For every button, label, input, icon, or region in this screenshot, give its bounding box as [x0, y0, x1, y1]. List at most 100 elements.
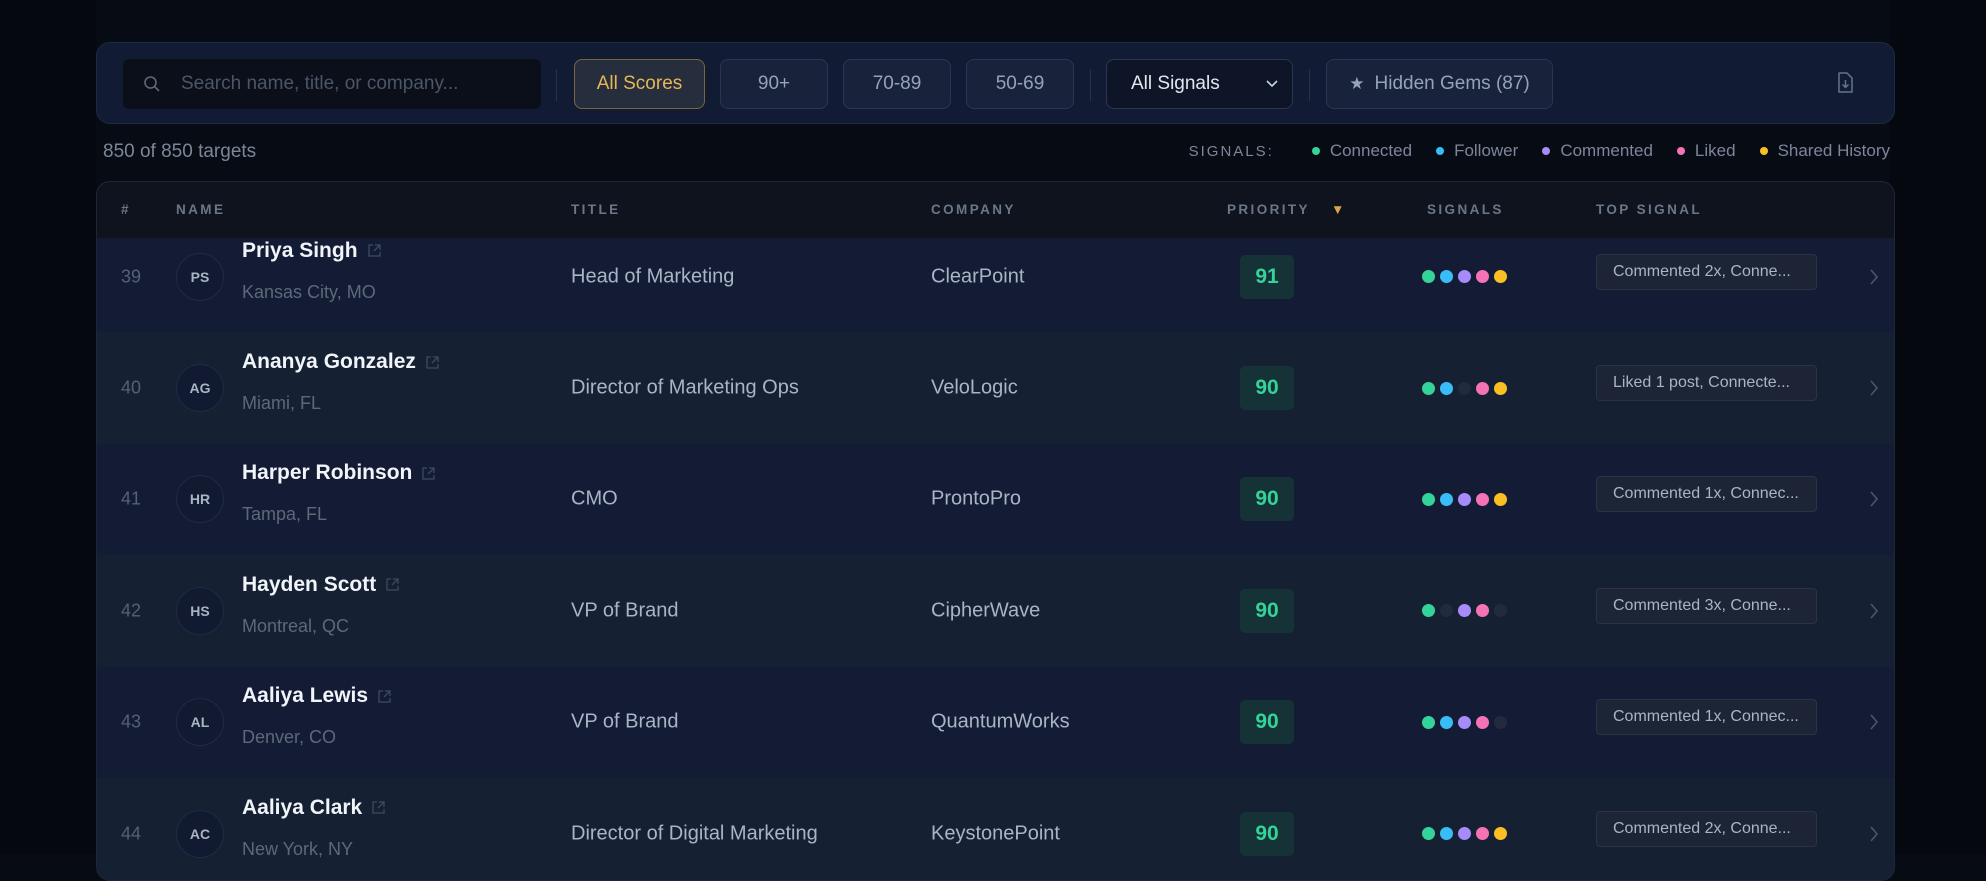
contact-name[interactable]: Aaliya Clark [242, 796, 385, 820]
external-link-icon[interactable] [426, 355, 439, 369]
top-signal-chip: Commented 2x, Conne... [1596, 810, 1817, 847]
priority-badge: 90 [1240, 588, 1294, 633]
contact-name[interactable]: Hayden Scott [242, 573, 399, 597]
signal-dot-icon [1458, 715, 1471, 729]
signal-dot-icon [1494, 492, 1507, 506]
contact-name-text: Aaliya Clark [242, 795, 363, 819]
avatar: HS [176, 586, 224, 635]
row-number: 44 [121, 823, 142, 844]
signals-select[interactable]: All Signals [1106, 59, 1293, 109]
external-link-icon[interactable] [372, 801, 385, 814]
signal-dot-icon [1476, 381, 1489, 395]
signal-dots [1422, 381, 1512, 395]
signal-dot-icon [1458, 381, 1471, 395]
targets-table: 39 PS Priya Singh Kansas City, MO Head o… [96, 181, 1895, 881]
search-box[interactable] [123, 59, 541, 109]
legend-item: Commented [1542, 141, 1653, 161]
filter-70-89-button[interactable]: 70-89 [843, 59, 951, 109]
signals-select-value: All Signals [1131, 73, 1220, 94]
contact-name[interactable]: Harper Robinson [242, 461, 436, 485]
priority-badge: 90 [1240, 700, 1294, 745]
signal-dot-icon [1476, 270, 1489, 284]
chevron-right-icon[interactable] [1869, 601, 1879, 621]
signal-dot-icon [1458, 827, 1471, 841]
contact-company: KeystonePoint [931, 822, 1060, 845]
external-link-icon[interactable] [422, 467, 436, 480]
header-top-signal: TOP SIGNAL [1596, 202, 1703, 217]
contact-company: ClearPoint [931, 265, 1025, 288]
signal-dot-icon [1494, 270, 1507, 284]
filter-all-scores-button[interactable]: All Scores [574, 59, 705, 109]
filter-50-69-button[interactable]: 50-69 [966, 59, 1074, 109]
legend-item: Follower [1436, 141, 1518, 161]
table-row[interactable]: 39 PS Priya Singh Kansas City, MO Head o… [97, 221, 1894, 333]
signal-dot-icon [1458, 270, 1471, 284]
avatar: PS [176, 252, 224, 301]
avatar: AC [176, 809, 224, 858]
legend-item-label: Liked [1694, 141, 1736, 160]
signal-dot-icon [1422, 492, 1435, 506]
avatar: AL [176, 698, 224, 747]
contact-company: ProntoPro [931, 487, 1022, 510]
header-name[interactable]: NAME [176, 202, 226, 217]
external-link-icon[interactable] [367, 244, 381, 257]
legend-item-label: Connected [1329, 141, 1413, 160]
table-row[interactable]: 43 AL Aaliya Lewis Denver, CO VP of Bran… [97, 666, 1894, 778]
star-icon: ★ [1349, 74, 1365, 93]
chevron-right-icon[interactable] [1869, 378, 1879, 398]
signal-dots [1422, 270, 1512, 284]
chevron-right-icon[interactable] [1869, 267, 1879, 287]
signal-dot-icon [1422, 715, 1435, 729]
sort-desc-icon[interactable]: ▼ [1331, 202, 1345, 217]
contact-name[interactable]: Priya Singh [242, 239, 381, 263]
header-company[interactable]: COMPANY [931, 202, 1016, 217]
table-row[interactable]: 41 HR Harper Robinson Tampa, FL CMO Pron… [97, 443, 1894, 556]
signal-dots [1422, 827, 1512, 841]
signal-dot-icon [1494, 827, 1507, 841]
row-number: 43 [121, 711, 142, 732]
table-row[interactable]: 44 AC Aaliya Clark New York, NY Director… [97, 778, 1894, 880]
legend-item: Connected [1311, 141, 1413, 161]
filter-90-plus-button[interactable]: 90+ [720, 59, 828, 109]
search-input[interactable] [181, 73, 521, 95]
filter-toolbar: All Scores 90+ 70-89 50-69 All Signals ★… [96, 42, 1895, 124]
signal-dots [1422, 492, 1512, 506]
contact-company: VeloLogic [931, 376, 1018, 399]
table-header: # NAME TITLE COMPANY PRIORITY ▼ SIGNALS … [97, 182, 1894, 238]
table-row[interactable]: 40 AG Ananya Gonzalez Miami, FL Director… [97, 332, 1894, 444]
external-link-icon[interactable] [386, 578, 399, 592]
header-title[interactable]: TITLE [571, 202, 621, 217]
contact-location: Tampa, FL [242, 504, 328, 525]
results-count: 850 of 850 targets [103, 141, 257, 162]
legend-dot-icon [1759, 147, 1768, 155]
chevron-right-icon[interactable] [1869, 489, 1879, 509]
contact-location: Kansas City, MO [242, 281, 376, 302]
contact-company: CipherWave [931, 599, 1041, 622]
chevron-right-icon[interactable] [1869, 824, 1879, 844]
avatar: AG [176, 364, 224, 413]
contact-name[interactable]: Ananya Gonzalez [242, 350, 439, 374]
signal-dot-icon [1440, 270, 1453, 284]
contact-name-text: Aaliya Lewis [242, 684, 369, 708]
chevron-down-icon [1266, 80, 1278, 88]
contact-name-text: Harper Robinson [242, 461, 413, 485]
priority-badge: 90 [1240, 477, 1294, 522]
signal-dot-icon [1440, 492, 1453, 506]
contact-name-text: Ananya Gonzalez [242, 350, 416, 374]
export-file-icon[interactable] [1837, 72, 1853, 94]
signal-dot-icon [1440, 715, 1453, 729]
legend-dot-icon [1542, 147, 1551, 155]
external-link-icon[interactable] [378, 690, 391, 703]
row-number: 42 [121, 600, 142, 621]
page-margin-right [1890, 0, 1986, 854]
priority-badge: 91 [1240, 254, 1294, 299]
chevron-right-icon[interactable] [1869, 712, 1879, 732]
hidden-gems-button[interactable]: ★ Hidden Gems (87) [1326, 59, 1553, 109]
contact-name[interactable]: Aaliya Lewis [242, 684, 391, 708]
top-signal-chip: Commented 3x, Conne... [1596, 587, 1817, 624]
signal-dot-icon [1422, 270, 1435, 284]
header-priority[interactable]: PRIORITY [1227, 202, 1310, 217]
contact-location: Denver, CO [242, 727, 337, 748]
row-number: 41 [121, 488, 142, 509]
table-row[interactable]: 42 HS Hayden Scott Montreal, QC VP of Br… [97, 555, 1894, 667]
